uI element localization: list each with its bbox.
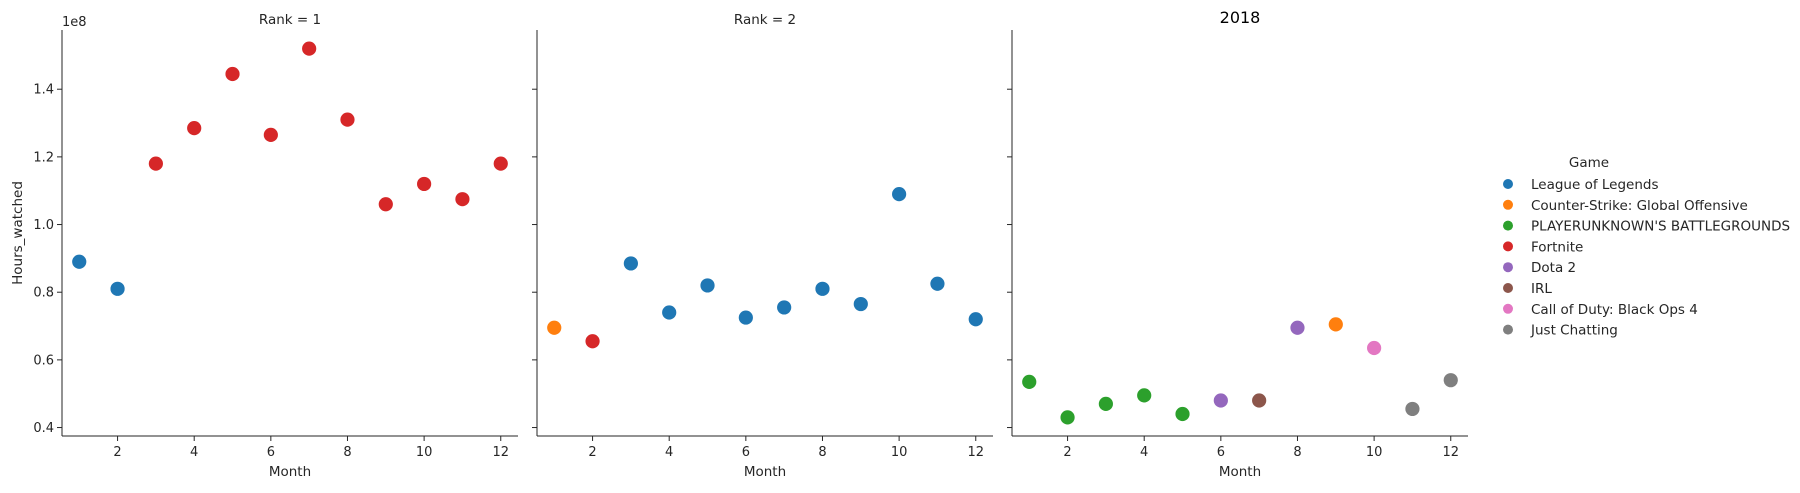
legend-entry-label: PLAYERUNKNOWN'S BATTLEGROUNDS xyxy=(1531,219,1790,235)
data-point xyxy=(1097,395,1114,412)
legend-entry-label: Counter-Strike: Global Offensive xyxy=(1531,198,1748,214)
y-tick-label: 1.4 xyxy=(33,83,54,98)
y-tick-label: 0.4 xyxy=(33,421,54,436)
data-point xyxy=(147,155,164,172)
data-point xyxy=(339,111,356,128)
x-tick-label: 6 xyxy=(1217,445,1225,460)
x-tick-label: 12 xyxy=(492,445,509,460)
data-point xyxy=(584,333,601,350)
legend-marker xyxy=(1503,199,1513,210)
data-point xyxy=(1251,392,1268,409)
data-point xyxy=(1327,316,1344,333)
x-tick-label: 8 xyxy=(818,445,826,460)
data-point xyxy=(929,275,946,292)
x-tick-label: 6 xyxy=(267,445,275,460)
legend: Game League of Legends Counter-Strike: Glo… xyxy=(1503,155,1790,339)
data-point xyxy=(1289,319,1306,336)
data-point xyxy=(737,309,754,326)
data-point xyxy=(1212,392,1229,409)
x-axis-title: Month xyxy=(744,464,786,480)
facet-panel-1: 2 4 6 8 10 12 0.4 0.6 0.8 1.0 1.2 1.4 Month Rank = 1 H… xyxy=(10,12,518,480)
data-point xyxy=(891,186,908,202)
panel-title: Rank = 1 xyxy=(259,12,321,28)
legend-entry-label: Dota 2 xyxy=(1531,260,1576,276)
legend-marker xyxy=(1503,283,1513,293)
x-axis-title: Month xyxy=(1219,464,1261,480)
legend-entry-label: IRL xyxy=(1531,281,1552,297)
data-point xyxy=(776,299,793,316)
x-tick-label: 10 xyxy=(416,445,433,460)
x-tick-label: 12 xyxy=(967,445,984,460)
figure-title: 2018 xyxy=(1220,8,1261,27)
x-tick-label: 2 xyxy=(1063,445,1071,460)
facet-panel-3: 2 4 6 8 10 12 Month 2018 xyxy=(1007,8,1468,480)
x-tick-label: 6 xyxy=(742,445,750,460)
data-point xyxy=(492,155,509,172)
x-tick-label: 2 xyxy=(113,445,121,460)
data-point xyxy=(1136,387,1153,404)
y-tick-label: 0.8 xyxy=(33,286,54,301)
x-tick-label: 10 xyxy=(1366,445,1383,460)
legend-marker xyxy=(1503,303,1513,314)
x-tick-label: 8 xyxy=(343,445,351,460)
x-tick-label: 12 xyxy=(1442,445,1459,460)
legend-entry-label: League of Legends xyxy=(1531,177,1659,193)
data-point xyxy=(699,277,716,294)
legend-marker xyxy=(1503,241,1513,252)
data-point xyxy=(71,253,88,270)
legend-entry-label: Fortnite xyxy=(1531,239,1583,255)
data-point xyxy=(546,319,563,336)
legend-title: Game xyxy=(1569,155,1609,171)
data-point xyxy=(1021,373,1038,390)
x-axis-title: Month xyxy=(269,464,311,480)
data-point xyxy=(814,280,831,297)
legend-entry-label: Just Chatting xyxy=(1530,323,1618,339)
y-axis-title: Hours_watched xyxy=(10,181,26,285)
y-offset-label: 1e8 xyxy=(62,15,87,30)
y-tick-label: 0.6 xyxy=(33,353,54,368)
data-point xyxy=(622,255,639,272)
x-tick-label: 10 xyxy=(891,445,908,460)
legend-marker xyxy=(1503,220,1513,231)
facet-panel-2: 2 4 6 8 10 12 Month Rank = 2 xyxy=(532,12,993,480)
data-point xyxy=(454,191,471,208)
data-point xyxy=(416,176,433,192)
y-tick-label: 1.2 xyxy=(33,150,54,165)
data-point xyxy=(224,66,241,82)
legend-marker xyxy=(1503,262,1513,273)
data-point xyxy=(301,40,318,57)
data-point xyxy=(1442,372,1459,389)
data-point xyxy=(661,304,678,321)
legend-marker xyxy=(1503,324,1513,335)
legend-entry-label: Call of Duty: Black Ops 4 xyxy=(1531,302,1698,318)
data-point xyxy=(1174,406,1191,422)
data-point xyxy=(1404,401,1421,417)
data-point xyxy=(1059,409,1076,426)
x-tick-label: 2 xyxy=(588,445,596,460)
x-tick-label: 4 xyxy=(1140,445,1148,460)
x-tick-label: 4 xyxy=(190,445,198,460)
data-point xyxy=(186,120,203,137)
data-point xyxy=(852,296,869,312)
data-point xyxy=(377,196,394,213)
data-point xyxy=(1366,340,1383,356)
panels-group: 2 4 6 8 10 12 0.4 0.6 0.8 1.0 1.2 1.4 Month Rank = 1 H… xyxy=(10,8,1468,480)
x-tick-label: 4 xyxy=(665,445,673,460)
x-tick-label: 8 xyxy=(1293,445,1301,460)
legend-marker xyxy=(1503,179,1513,189)
data-point xyxy=(109,280,126,297)
panel-title: Rank = 2 xyxy=(734,12,796,28)
data-point xyxy=(262,126,279,143)
y-tick-label: 1.0 xyxy=(33,218,54,233)
data-point xyxy=(967,311,984,328)
